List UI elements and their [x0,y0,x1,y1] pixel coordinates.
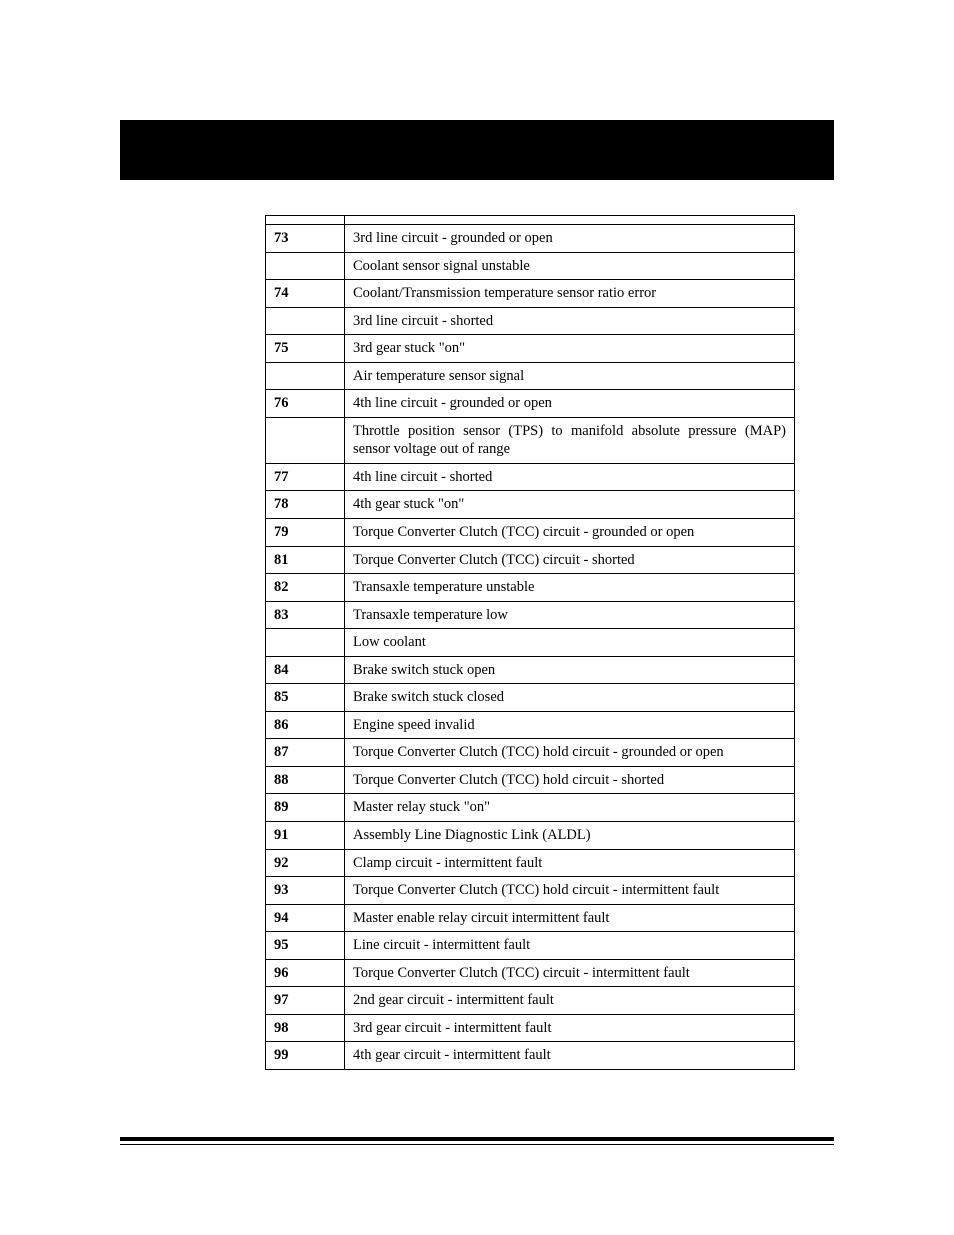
table-row: 88Torque Converter Clutch (TCC) hold cir… [266,766,795,794]
desc-cell: Engine speed invalid [345,711,795,739]
code-cell [266,362,345,390]
desc-cell [345,216,795,225]
desc-cell: Torque Converter Clutch (TCC) hold circu… [345,766,795,794]
desc-cell: 4th line circuit - shorted [345,463,795,491]
desc-cell: Air temperature sensor signal [345,362,795,390]
table-row: 85Brake switch stuck closed [266,684,795,712]
desc-cell: Brake switch stuck closed [345,684,795,712]
desc-cell: 4th gear stuck "on" [345,491,795,519]
code-cell: 75 [266,335,345,363]
table-row: 79Torque Converter Clutch (TCC) circuit … [266,519,795,547]
desc-cell: Coolant/Transmission temperature sensor … [345,280,795,308]
table-row: 733rd line circuit - grounded or open [266,225,795,253]
desc-cell: 4th gear circuit - intermittent fault [345,1042,795,1070]
code-cell: 76 [266,390,345,418]
code-cell [266,252,345,280]
table-row: 753rd gear stuck "on" [266,335,795,363]
codes-table: 733rd line circuit - grounded or openCoo… [265,215,795,1070]
table-row: 81Torque Converter Clutch (TCC) circuit … [266,546,795,574]
header-black-bar [120,120,834,180]
desc-cell: Torque Converter Clutch (TCC) circuit - … [345,546,795,574]
table-row: 96Torque Converter Clutch (TCC) circuit … [266,959,795,987]
table-row: 84Brake switch stuck open [266,656,795,684]
table-row: Coolant sensor signal unstable [266,252,795,280]
table-row: 89Master relay stuck "on" [266,794,795,822]
code-cell [266,307,345,335]
desc-cell: Clamp circuit - intermittent fault [345,849,795,877]
table-row: 994th gear circuit - intermittent fault [266,1042,795,1070]
code-cell: 97 [266,987,345,1015]
table-row: 95Line circuit - intermittent fault [266,932,795,960]
desc-cell: 4th line circuit - grounded or open [345,390,795,418]
code-cell: 94 [266,904,345,932]
code-cell: 82 [266,574,345,602]
table-row: 784th gear stuck "on" [266,491,795,519]
desc-cell: Line circuit - intermittent fault [345,932,795,960]
table-row: 91Assembly Line Diagnostic Link (ALDL) [266,822,795,850]
table-row: Air temperature sensor signal [266,362,795,390]
table-row: Low coolant [266,629,795,657]
code-cell: 89 [266,794,345,822]
desc-cell: Master enable relay circuit intermittent… [345,904,795,932]
table-row: 83Transaxle temperature low [266,601,795,629]
desc-cell: 2nd gear circuit - intermittent fault [345,987,795,1015]
table-row: 92Clamp circuit - intermittent fault [266,849,795,877]
table-row: 3rd line circuit - shorted [266,307,795,335]
desc-cell: Torque Converter Clutch (TCC) circuit - … [345,959,795,987]
desc-cell: 3rd gear stuck "on" [345,335,795,363]
desc-cell: Torque Converter Clutch (TCC) circuit - … [345,519,795,547]
code-cell: 88 [266,766,345,794]
code-cell: 74 [266,280,345,308]
table-row: 764th line circuit - grounded or open [266,390,795,418]
code-cell: 84 [266,656,345,684]
footer-rule-thin [120,1144,834,1145]
code-cell: 98 [266,1014,345,1042]
code-cell: 95 [266,932,345,960]
table-row: 82Transaxle temperature unstable [266,574,795,602]
table-row: 983rd gear circuit - intermittent fault [266,1014,795,1042]
code-cell: 87 [266,739,345,767]
desc-cell: Transaxle temperature unstable [345,574,795,602]
table-row: 74Coolant/Transmission temperature senso… [266,280,795,308]
desc-cell: Brake switch stuck open [345,656,795,684]
code-cell [266,417,345,463]
desc-cell: 3rd gear circuit - intermittent fault [345,1014,795,1042]
table-row: 774th line circuit - shorted [266,463,795,491]
code-cell [266,216,345,225]
desc-cell: Low coolant [345,629,795,657]
code-cell: 85 [266,684,345,712]
table-row: 86Engine speed invalid [266,711,795,739]
code-cell: 77 [266,463,345,491]
code-cell: 93 [266,877,345,905]
code-cell: 78 [266,491,345,519]
table-row: 87Torque Converter Clutch (TCC) hold cir… [266,739,795,767]
code-cell: 91 [266,822,345,850]
desc-cell: Torque Converter Clutch (TCC) hold circu… [345,739,795,767]
code-cell: 81 [266,546,345,574]
table-row: 93Torque Converter Clutch (TCC) hold cir… [266,877,795,905]
desc-cell: 3rd line circuit - shorted [345,307,795,335]
codes-table-container: 733rd line circuit - grounded or openCoo… [265,215,795,1070]
table-row [266,216,795,225]
code-cell: 92 [266,849,345,877]
code-cell: 83 [266,601,345,629]
table-row: 972nd gear circuit - intermittent fault [266,987,795,1015]
desc-cell: Assembly Line Diagnostic Link (ALDL) [345,822,795,850]
code-cell: 73 [266,225,345,253]
desc-cell: Master relay stuck "on" [345,794,795,822]
desc-cell: 3rd line circuit - grounded or open [345,225,795,253]
desc-cell: Transaxle temperature low [345,601,795,629]
desc-cell: Coolant sensor signal unstable [345,252,795,280]
table-row: Throttle position sensor (TPS) to manifo… [266,417,795,463]
code-cell: 99 [266,1042,345,1070]
code-cell: 86 [266,711,345,739]
footer-rule-thick [120,1137,834,1141]
desc-cell: Torque Converter Clutch (TCC) hold circu… [345,877,795,905]
code-cell: 96 [266,959,345,987]
desc-cell: Throttle position sensor (TPS) to manifo… [345,417,795,463]
table-row: 94Master enable relay circuit intermitte… [266,904,795,932]
code-cell [266,629,345,657]
code-cell: 79 [266,519,345,547]
